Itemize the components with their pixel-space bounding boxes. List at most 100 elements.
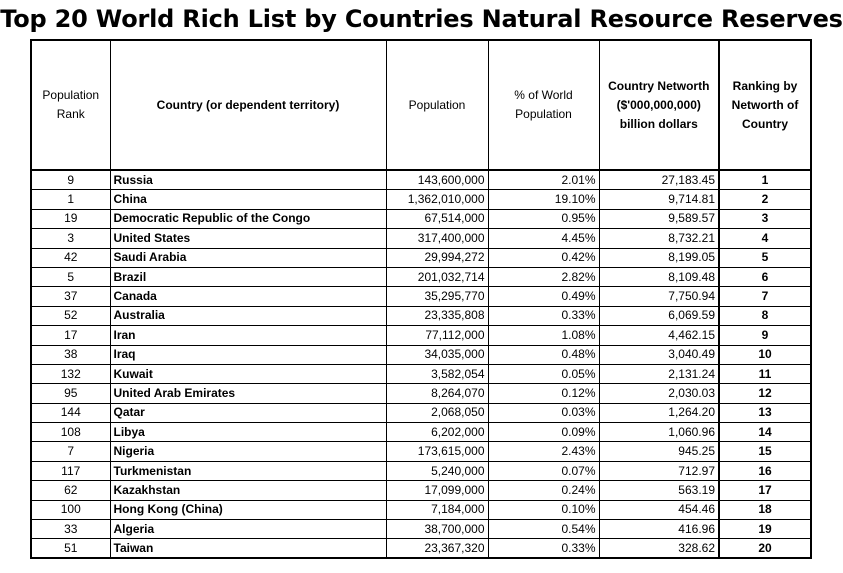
cell-percent-world-population: 0.10% xyxy=(488,500,600,521)
cell-population-rank: 38 xyxy=(32,345,111,365)
cell-population-rank: 17 xyxy=(32,325,111,346)
cell-ranking-by-networth: 8 xyxy=(719,306,810,327)
cell-ranking-by-networth: 3 xyxy=(719,209,810,230)
header-country: Country (or dependent territory) xyxy=(110,41,387,171)
table-body: 9 Russia 143,600,000 2.01% 27,183.45 1 1 China 1… xyxy=(32,170,810,558)
cell-percent-world-population: 2.43% xyxy=(488,441,600,462)
cell-ranking-by-networth: 20 xyxy=(758,541,772,556)
cell-ranking-by-networth: 16 xyxy=(719,461,810,482)
cell-country-networth: 7,750.94 xyxy=(599,286,720,307)
cell-country-networth: 2,131.24 xyxy=(599,364,720,385)
header-population-rank: Population Rank xyxy=(32,41,111,171)
cell-population-rank: 3 xyxy=(32,228,111,249)
table-row: 95 United Arab Emirates 8,264,070 0.12% 2,03… xyxy=(32,383,810,404)
cell-percent-world-population: 0.54% xyxy=(488,519,600,540)
cell-percent-world-population: 0.05% xyxy=(488,364,600,385)
header-ranking-by-networth: Ranking by Networth of Country xyxy=(719,41,810,171)
cell-percent-world-population: 0.95% xyxy=(488,209,600,230)
cell-country: Nigeria xyxy=(110,441,387,462)
cell-country: Russia xyxy=(110,170,387,191)
cell-percent-world-population: 0.33% xyxy=(488,306,600,327)
cell-country-networth: 2,030.03 xyxy=(599,383,720,404)
table-row: 52 Australia 23,335,808 0.33% 6,069.59 8 xyxy=(32,306,810,327)
cell-ranking-by-networth: 11 xyxy=(719,364,810,385)
cell-country-networth: 454.46 xyxy=(599,500,720,521)
table-row: 17 Iran 77,112,000 1.08% 4,462.15 9 xyxy=(32,325,810,346)
cell-population: 173,615,000 xyxy=(386,441,489,462)
cell-country: Algeria xyxy=(110,519,387,540)
cell-country-networth: 945.25 xyxy=(599,441,720,462)
cell-country-networth: 328.62 xyxy=(599,538,720,558)
table-row: 1 China 1,362,010,000 19.10% 9,714.81 2 xyxy=(32,189,810,210)
cell-country: Brazil xyxy=(110,267,387,288)
cell-population-rank: 108 xyxy=(32,422,111,443)
table-row: 38 Iraq 34,035,000 0.48% 3,040.49 10 xyxy=(32,345,810,365)
cell-country-networth: 3,040.49 xyxy=(599,345,720,365)
table-row: 19 Democratic Republic of the Congo 67,514… xyxy=(32,209,810,230)
table-row: 33 Algeria 38,700,000 0.54% 416.96 19 xyxy=(32,519,810,540)
rich-list-table-container: Population Rank Country (or dependent te… xyxy=(30,39,812,559)
cell-country-networth: 1,264.20 xyxy=(599,403,720,424)
cell-percent-world-population: 0.03% xyxy=(488,403,600,424)
cell-ranking-by-networth: 5 xyxy=(719,248,810,268)
cell-ranking-by-networth: 10 xyxy=(719,345,810,365)
cell-country: Kuwait xyxy=(110,364,387,385)
cell-ranking-by-networth: 15 xyxy=(719,441,810,462)
cell-population-rank: 62 xyxy=(32,480,111,501)
cell-population-rank: 52 xyxy=(32,306,111,327)
cell-ranking-by-networth: 14 xyxy=(719,422,810,443)
cell-population: 201,032,714 xyxy=(386,267,489,288)
header-country-networth: Country Networth ($'000,000,000) billion… xyxy=(599,41,720,171)
cell-population-rank: 95 xyxy=(32,383,111,404)
cell-ranking-by-networth: 6 xyxy=(719,267,810,288)
cell-population-rank: 132 xyxy=(32,364,111,385)
cell-population-rank: 117 xyxy=(32,461,111,482)
cell-ranking-by-networth: 2 xyxy=(719,189,810,210)
rich-list-table: Population Rank Country (or dependent te… xyxy=(32,41,810,558)
cell-country: Libya xyxy=(110,422,387,443)
cell-population-rank: 33 xyxy=(32,519,111,540)
cell-percent-world-population: 4.45% xyxy=(488,228,600,249)
cell-population: 317,400,000 xyxy=(386,228,489,249)
cell-country-networth: 8,109.48 xyxy=(599,267,720,288)
cell-ranking-by-networth: 18 xyxy=(719,500,810,521)
cell-percent-world-population: 2.82% xyxy=(488,267,600,288)
cell-population: 23,335,808 xyxy=(386,306,489,327)
table-row: 62 Kazakhstan 17,099,000 0.24% 563.19 17 xyxy=(32,480,810,501)
cell-population-rank: 19 xyxy=(32,209,111,230)
table-row: 117 Turkmenistan 5,240,000 0.07% 712.97 16 xyxy=(32,461,810,482)
cell-country: Iraq xyxy=(110,345,387,365)
cell-country: Canada xyxy=(110,286,387,307)
cell-ranking-by-networth: 4 xyxy=(719,228,810,249)
cell-population: 17,099,000 xyxy=(386,480,489,501)
cell-population: 143,600,000 xyxy=(386,170,489,191)
cell-population: 8,264,070 xyxy=(386,383,489,404)
cell-country-networth: 4,462.15 xyxy=(599,325,720,346)
cell-country: Hong Kong (China) xyxy=(110,500,387,521)
cell-population: 6,202,000 xyxy=(386,422,489,443)
cell-population: 29,994,272 xyxy=(386,248,489,268)
cell-population: 35,295,770 xyxy=(386,286,489,307)
cell-country-networth: 712.97 xyxy=(599,461,720,482)
cell-percent-world-population: 19.10% xyxy=(488,189,600,210)
cell-percent-world-population: 0.07% xyxy=(488,461,600,482)
cell-ranking-by-networth: 1 xyxy=(719,170,810,191)
cell-percent-world-population: 0.24% xyxy=(488,480,600,501)
table-row: 42 Saudi Arabia 29,994,272 0.42% 8,199.05 5 xyxy=(32,248,810,268)
cell-population: 77,112,000 xyxy=(386,325,489,346)
cell-population: 3,582,054 xyxy=(386,364,489,385)
cell-percent-world-population: 0.48% xyxy=(488,345,600,365)
cell-population: 7,184,000 xyxy=(386,500,489,521)
cell-ranking-by-networth: 13 xyxy=(719,403,810,424)
cell-country: China xyxy=(110,189,387,210)
cell-country-networth: 563.19 xyxy=(599,480,720,501)
cell-country-networth: 1,060.96 xyxy=(599,422,720,443)
cell-country: Kazakhstan xyxy=(110,480,387,501)
cell-country-networth: 9,589.57 xyxy=(599,209,720,230)
cell-country: United States xyxy=(110,228,387,249)
cell-country-networth: 8,732.21 xyxy=(599,228,720,249)
cell-country: United Arab Emirates xyxy=(110,383,387,404)
table-row: 37 Canada 35,295,770 0.49% 7,750.94 7 xyxy=(32,286,810,307)
cell-ranking-by-networth: 7 xyxy=(719,286,810,307)
cell-population-rank: 5 xyxy=(32,267,111,288)
